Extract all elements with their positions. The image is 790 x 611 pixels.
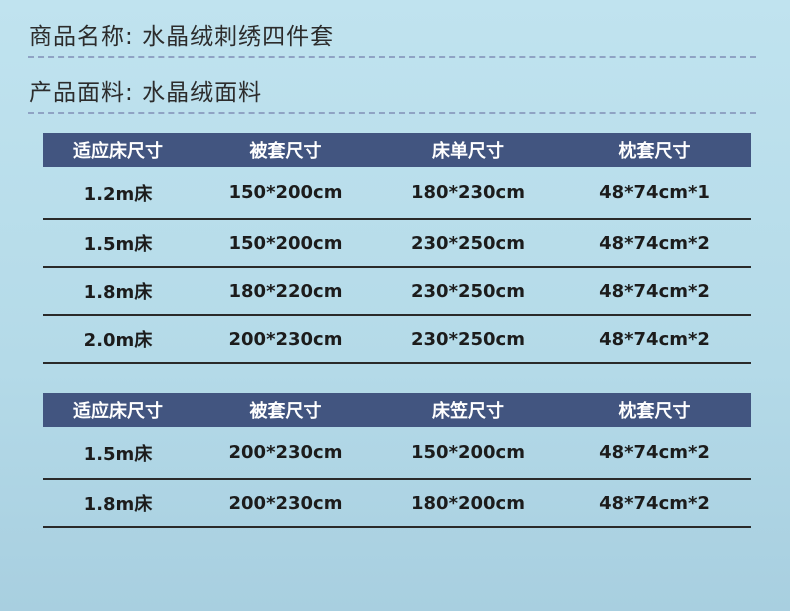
table-cell: 150*200cm (378, 427, 558, 480)
table-cell: 48*74cm*2 (558, 267, 751, 316)
size-table-fitted-sheet: 适应床尺寸 被套尺寸 床笠尺寸 枕套尺寸 1.5m床 200*230cm 150*200cm… (43, 393, 751, 528)
column-header: 被套尺寸 (193, 393, 378, 427)
table-cell: 230*250cm (378, 219, 558, 268)
table-cell: 180*230cm (378, 167, 558, 220)
product-name-value: 水晶绒刺绣四件套 (142, 24, 335, 50)
table-cell: 230*250cm (378, 315, 558, 364)
table-cell: 200*230cm (193, 315, 378, 364)
column-header: 枕套尺寸 (558, 133, 751, 167)
column-header: 床笠尺寸 (378, 393, 558, 427)
table-cell: 180*200cm (378, 479, 558, 528)
fabric-value: 水晶绒面料 (142, 80, 263, 106)
column-header: 枕套尺寸 (558, 393, 751, 427)
table-cell: 180*220cm (193, 267, 378, 316)
table-cell: 48*74cm*2 (558, 479, 751, 528)
column-header: 被套尺寸 (193, 133, 378, 167)
table-cell: 230*250cm (378, 267, 558, 316)
table-cell: 48*74cm*2 (558, 219, 751, 268)
table-row: 1.8m床 200*230cm 180*200cm 48*74cm*2 (43, 479, 751, 528)
size-table-flat-sheet: 适应床尺寸 被套尺寸 床单尺寸 枕套尺寸 1.2m床 150*200cm 180*230cm… (43, 133, 751, 364)
table-cell: 48*74cm*2 (558, 315, 751, 364)
table-cell: 1.2m床 (43, 167, 193, 220)
fabric-label: 产品面料: (29, 80, 134, 106)
table-cell: 48*74cm*1 (558, 167, 751, 220)
table-row: 1.5m床 150*200cm 230*250cm 48*74cm*2 (43, 219, 751, 268)
product-fabric: 产品面料: 水晶绒面料 (29, 73, 262, 107)
table-cell: 1.5m床 (43, 427, 193, 480)
product-name: 商品名称: 水晶绒刺绣四件套 (29, 17, 334, 51)
divider (28, 56, 756, 58)
table-header: 适应床尺寸 被套尺寸 床单尺寸 枕套尺寸 (43, 133, 751, 167)
table-row: 1.8m床 180*220cm 230*250cm 48*74cm*2 (43, 267, 751, 316)
column-header: 适应床尺寸 (43, 133, 193, 167)
product-name-label: 商品名称: (29, 24, 134, 50)
table-row: 1.2m床 150*200cm 180*230cm 48*74cm*1 (43, 167, 751, 220)
table-row: 1.5m床 200*230cm 150*200cm 48*74cm*2 (43, 427, 751, 480)
table-cell: 1.8m床 (43, 267, 193, 316)
table-cell: 200*230cm (193, 427, 378, 480)
divider (28, 112, 756, 114)
table-cell: 2.0m床 (43, 315, 193, 364)
table-cell: 200*230cm (193, 479, 378, 528)
table-cell: 1.8m床 (43, 479, 193, 528)
table-header: 适应床尺寸 被套尺寸 床笠尺寸 枕套尺寸 (43, 393, 751, 427)
table-cell: 150*200cm (193, 167, 378, 220)
table-row: 2.0m床 200*230cm 230*250cm 48*74cm*2 (43, 315, 751, 364)
table-cell: 48*74cm*2 (558, 427, 751, 480)
column-header: 适应床尺寸 (43, 393, 193, 427)
column-header: 床单尺寸 (378, 133, 558, 167)
table-cell: 150*200cm (193, 219, 378, 268)
table-cell: 1.5m床 (43, 219, 193, 268)
